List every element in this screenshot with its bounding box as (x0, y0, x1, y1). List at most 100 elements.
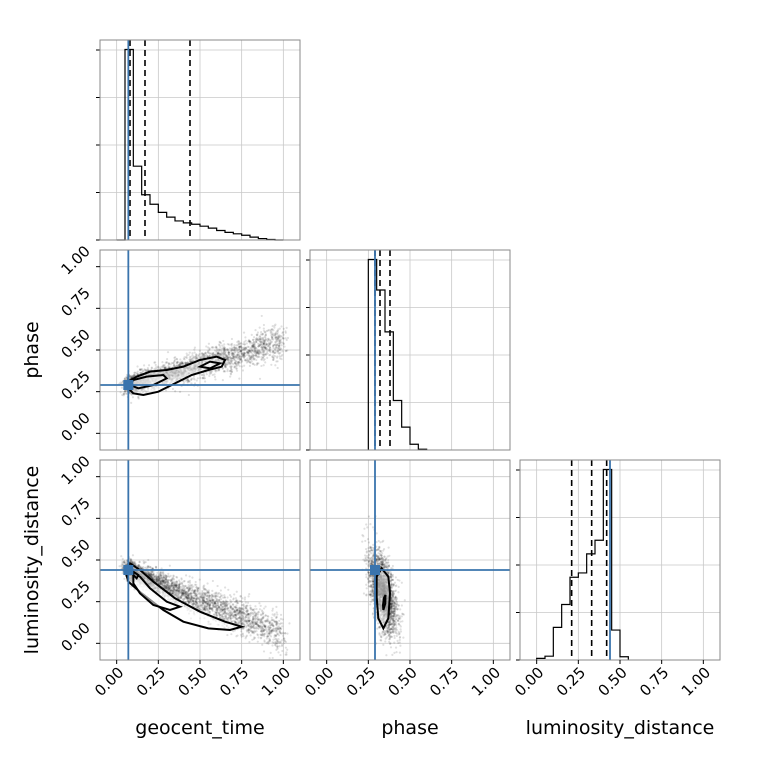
sample-point (194, 356, 198, 359)
sample-point (271, 656, 274, 660)
sample-point (191, 354, 194, 357)
sample-point (226, 356, 229, 359)
sample-point (244, 624, 247, 627)
sample-point (243, 343, 246, 346)
sample-point (176, 364, 179, 367)
sample-point (263, 358, 266, 361)
sample-point (189, 359, 192, 362)
sample-point (119, 391, 122, 394)
sample-point (213, 375, 217, 378)
sample-point (251, 618, 255, 621)
sample-point (265, 347, 268, 350)
sample-point (274, 642, 277, 645)
sample-point (243, 623, 246, 626)
sample-point (241, 351, 244, 355)
sample-point (217, 350, 220, 354)
sample-point (285, 651, 288, 654)
sample-point (129, 558, 133, 561)
sample-point (239, 355, 243, 358)
sample-point (278, 339, 281, 342)
sample-point (236, 357, 239, 360)
sample-point (252, 354, 255, 357)
sample-point (264, 338, 267, 341)
sample-point (233, 351, 236, 354)
sample-point (277, 349, 280, 352)
sample-point (280, 357, 283, 361)
sample-point (259, 352, 263, 355)
sample-point (172, 364, 176, 367)
sample-point (261, 345, 264, 348)
sample-point (226, 363, 230, 366)
sample-point (282, 333, 285, 336)
sample-point (221, 354, 225, 357)
sample-point (222, 350, 225, 353)
sample-point (271, 332, 274, 335)
sample-point (281, 336, 284, 340)
sample-point (248, 612, 251, 616)
sample-point (230, 608, 234, 611)
sample-point (246, 351, 250, 354)
sample-point (211, 353, 215, 356)
sample-point (274, 626, 278, 630)
sample-point (251, 356, 255, 359)
sample-point (180, 362, 183, 365)
sample-point (238, 348, 241, 352)
sample-point (223, 346, 226, 350)
sample-point (184, 362, 187, 365)
sample-point (243, 353, 246, 356)
sample-point (178, 585, 182, 589)
sample-point (256, 331, 260, 334)
sample-point (149, 570, 152, 573)
sample-point (258, 326, 261, 329)
sample-point (208, 348, 211, 351)
sample-point (234, 346, 237, 349)
sample-point (189, 587, 192, 590)
sample-point (186, 378, 190, 381)
sample-point (229, 343, 233, 346)
sample-point (281, 337, 284, 340)
sample-point (254, 338, 257, 341)
sample-point (254, 612, 258, 615)
sample-point (239, 361, 242, 364)
sample-point (209, 599, 212, 602)
sample-point (281, 649, 284, 653)
samples-layer (118, 314, 290, 404)
sample-point (207, 601, 210, 604)
sample-point (123, 559, 126, 563)
sample-point (148, 575, 152, 578)
sample-point (240, 635, 243, 638)
sample-point (262, 338, 265, 342)
sample-point (190, 583, 194, 587)
sample-point (166, 580, 169, 583)
sample-point (274, 337, 277, 340)
sample-point (223, 353, 226, 357)
sample-point (247, 629, 250, 632)
sample-point (223, 602, 226, 605)
sample-point (173, 587, 176, 591)
sample-point (250, 355, 253, 358)
sample-point (262, 343, 265, 346)
sample-point (157, 366, 160, 369)
sample-point (234, 355, 237, 359)
sample-point (245, 354, 249, 357)
sample-point (228, 362, 232, 365)
sample-point (243, 356, 246, 360)
sample-point (275, 338, 279, 341)
sample-point (240, 355, 243, 358)
sample-point (249, 624, 253, 627)
sample-point (275, 339, 278, 342)
sample-point (189, 355, 192, 358)
sample-point (256, 350, 259, 353)
sample-point (274, 629, 277, 632)
sample-point (263, 335, 266, 339)
sample-point (227, 356, 230, 359)
sample-point (149, 574, 152, 577)
sample-point (261, 617, 264, 620)
sample-point (251, 346, 254, 350)
sample-point (233, 366, 237, 369)
sample-point (261, 340, 264, 343)
sample-point (247, 345, 250, 349)
sample-point (186, 593, 189, 597)
sample-point (206, 355, 209, 358)
sample-point (211, 369, 214, 373)
